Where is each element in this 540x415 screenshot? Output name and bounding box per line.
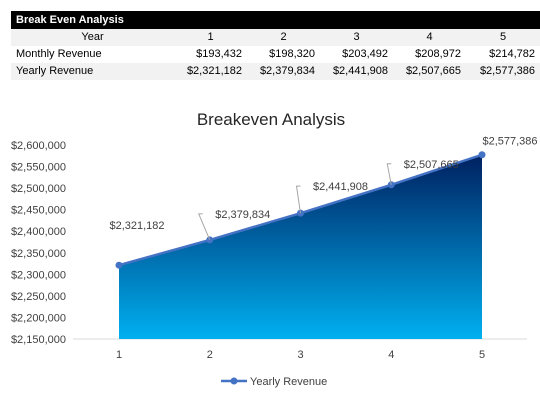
year-cell: 3: [320, 29, 393, 46]
legend-label: Yearly Revenue: [250, 376, 327, 388]
series-area: [119, 154, 482, 339]
data-point: [115, 261, 123, 269]
x-tick-label: 1: [116, 349, 122, 361]
data-label: $2,507,665: [404, 159, 459, 171]
table-title: Break Even Analysis: [11, 11, 540, 29]
y-tick-label: $2,250,000: [11, 291, 66, 303]
year-cell: 5: [466, 29, 540, 46]
row-label: Yearly Revenue: [11, 63, 174, 80]
legend: Yearly Revenue: [221, 376, 327, 388]
value-cell: $2,441,908: [320, 63, 393, 80]
year-cell: 1: [174, 29, 247, 46]
yearly-revenue-row: Yearly Revenue $2,321,182 $2,379,834 $2,…: [11, 63, 540, 80]
x-tick-label: 3: [297, 349, 303, 361]
plot-area: [115, 151, 486, 339]
x-tick-label: 2: [207, 349, 213, 361]
y-tick-label: $2,350,000: [11, 248, 66, 260]
data-grid: Year 1 2 3 4 5 Monthly Revenue $193,432 …: [11, 29, 540, 80]
year-cell: 2: [247, 29, 320, 46]
value-cell: $2,577,386: [466, 63, 540, 80]
leader-line: [386, 163, 392, 185]
data-point: [478, 151, 486, 159]
y-axis: $2,150,000 $2,200,000 $2,250,000 $2,300,000…: [11, 140, 66, 346]
y-tick-label: $2,500,000: [11, 183, 66, 195]
data-label: $2,577,386: [482, 136, 537, 148]
year-label: Year: [11, 29, 174, 46]
y-tick-label: $2,550,000: [11, 162, 66, 174]
data-labels: $2,321,182 $2,379,834 $2,441,908 $2,507,665…: [109, 136, 538, 241]
value-cell: $198,320: [269, 48, 315, 60]
leader-line: [197, 213, 211, 241]
leader-line: [295, 185, 301, 214]
x-tick-label: 4: [388, 349, 394, 361]
value-cell: $208,972: [415, 48, 461, 60]
value-cell: $2,379,834: [247, 63, 320, 80]
year-row: Year 1 2 3 4 5: [11, 29, 540, 46]
value-cell: $203,492: [342, 48, 388, 60]
row-label: Monthly Revenue: [16, 48, 102, 60]
y-tick-label: $2,200,000: [11, 312, 66, 324]
break-even-table: Break Even Analysis Year 1 2 3 4 5 Month…: [11, 11, 540, 80]
monthly-revenue-row: Monthly Revenue $193,432 $198,320 $203,4…: [11, 46, 540, 63]
value-cell: $2,507,665: [393, 63, 466, 80]
x-tick-label: 5: [479, 349, 485, 361]
data-label: $2,321,182: [109, 220, 164, 232]
value-cell: $193,432: [196, 48, 242, 60]
data-label: $2,379,834: [215, 209, 270, 221]
y-tick-label: $2,600,000: [11, 140, 66, 152]
value-cell: $214,782: [489, 48, 535, 60]
y-tick-label: $2,300,000: [11, 269, 66, 281]
y-tick-label: $2,450,000: [11, 205, 66, 217]
year-cell: 4: [393, 29, 466, 46]
y-tick-label: $2,150,000: [11, 334, 66, 346]
data-label: $2,441,908: [313, 181, 368, 193]
value-cell: $2,321,182: [174, 63, 247, 80]
x-axis: 1 2 3 4 5: [73, 338, 527, 361]
legend-marker: [230, 377, 238, 385]
chart-title: Breakeven Analysis: [197, 110, 345, 129]
y-tick-label: $2,400,000: [11, 226, 66, 238]
